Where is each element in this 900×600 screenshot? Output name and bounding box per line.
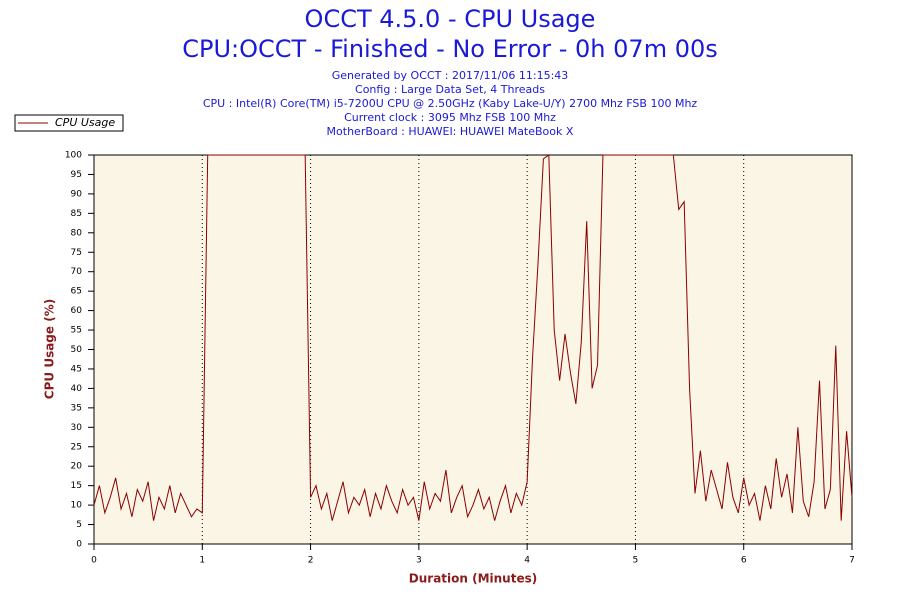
x-tick-label: 0 [91, 556, 97, 566]
y-tick-label: 80 [71, 228, 83, 238]
y-tick-label: 100 [65, 151, 82, 161]
y-tick-label: 35 [71, 403, 82, 413]
data-line [93, 154, 853, 521]
y-tick-label: 85 [71, 209, 82, 219]
legend [14, 114, 124, 132]
chart-subtitle: CPU:OCCT - Finished - No Error - 0h 07m … [182, 35, 718, 63]
y-tick-label: 65 [71, 287, 82, 297]
y-tick-label: 55 [71, 326, 82, 336]
y-tick-label: 95 [71, 170, 82, 180]
y-tick-label: 75 [71, 248, 82, 258]
info-line: Generated by OCCT : 2017/11/06 11:15:43 [332, 69, 569, 82]
y-tick-label: 70 [71, 267, 83, 277]
y-tick-label: 90 [71, 189, 83, 199]
y-tick-label: 40 [71, 384, 83, 394]
info-line: Config : Large Data Set, 4 Threads [355, 83, 545, 96]
plot-area [93, 154, 853, 545]
x-tick-label: 3 [416, 556, 422, 566]
y-tick-label: 50 [71, 345, 83, 355]
y-tick-label: 0 [76, 540, 82, 550]
y-tick-label: 30 [71, 423, 83, 433]
y-axis-label: CPU Usage (%) [43, 299, 57, 399]
x-tick-label: 6 [741, 556, 747, 566]
y-tick-label: 60 [71, 306, 83, 316]
y-tick-label: 20 [71, 462, 83, 472]
x-axis-label: Duration (Minutes) [409, 572, 537, 586]
legend-label: CPU Usage [55, 116, 115, 129]
x-tick-label: 4 [524, 556, 530, 566]
chart-title: OCCT 4.5.0 - CPU Usage [305, 5, 596, 33]
y-tick-label: 10 [71, 501, 83, 511]
y-tick-label: 25 [71, 442, 82, 452]
y-tick-label: 5 [76, 520, 82, 530]
x-tick-label: 1 [199, 556, 205, 566]
y-tick-label: 15 [71, 481, 82, 491]
y-tick-label: 45 [71, 364, 82, 374]
x-tick-label: 5 [633, 556, 639, 566]
info-line: MotherBoard : HUAWEI: HUAWEI MateBook X [327, 125, 574, 138]
info-line: Current clock : 3095 Mhz FSB 100 Mhz [344, 111, 556, 124]
x-tick-label: 2 [308, 556, 314, 566]
info-line: CPU : Intel(R) Core(TM) i5-7200U CPU @ 2… [203, 97, 698, 110]
x-tick-label: 7 [849, 556, 855, 566]
